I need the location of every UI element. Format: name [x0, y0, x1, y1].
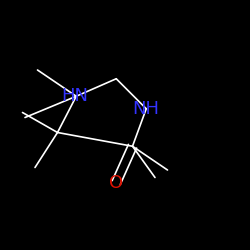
Text: O: O	[109, 174, 123, 192]
Text: NH: NH	[133, 100, 160, 118]
Text: HN: HN	[62, 87, 88, 105]
